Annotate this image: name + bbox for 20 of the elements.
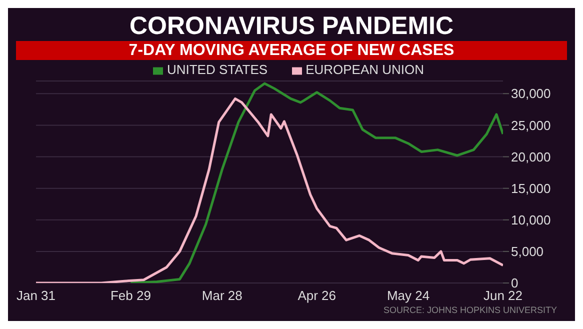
y-tick-label: 15,000	[511, 180, 551, 196]
y-tick-label: 25,000	[511, 118, 551, 133]
y-tick-label: 5,000	[511, 244, 544, 260]
x-tick-label: Feb 29	[110, 288, 151, 304]
line-series	[129, 82, 503, 283]
x-tick-label: Mar 28	[202, 288, 242, 304]
legend-label: UNITED STATES	[166, 62, 268, 77]
y-tick-label: 10,000	[511, 212, 551, 228]
x-tick-label: Jan 31	[16, 288, 56, 304]
line-series	[36, 97, 503, 283]
chart-subtitle: 7-DAY MOVING AVERAGE OF NEW CASES	[16, 41, 567, 60]
y-tick-label: 30,000	[511, 86, 551, 102]
legend-label: EUROPEAN UNION	[306, 62, 424, 77]
x-tick-label: Apr 26	[298, 288, 336, 304]
chart-title: CORONAVIRUS PANDEMIC	[128, 11, 455, 40]
source-note: SOURCE: JOHNS HOPKINS UNIVERSITY	[383, 305, 557, 315]
x-tick-label: Jun 22	[483, 288, 523, 304]
y-tick-label: 0	[511, 276, 518, 291]
y-tick-label: 20,000	[511, 149, 551, 164]
x-tick-label: May 24	[386, 288, 430, 304]
